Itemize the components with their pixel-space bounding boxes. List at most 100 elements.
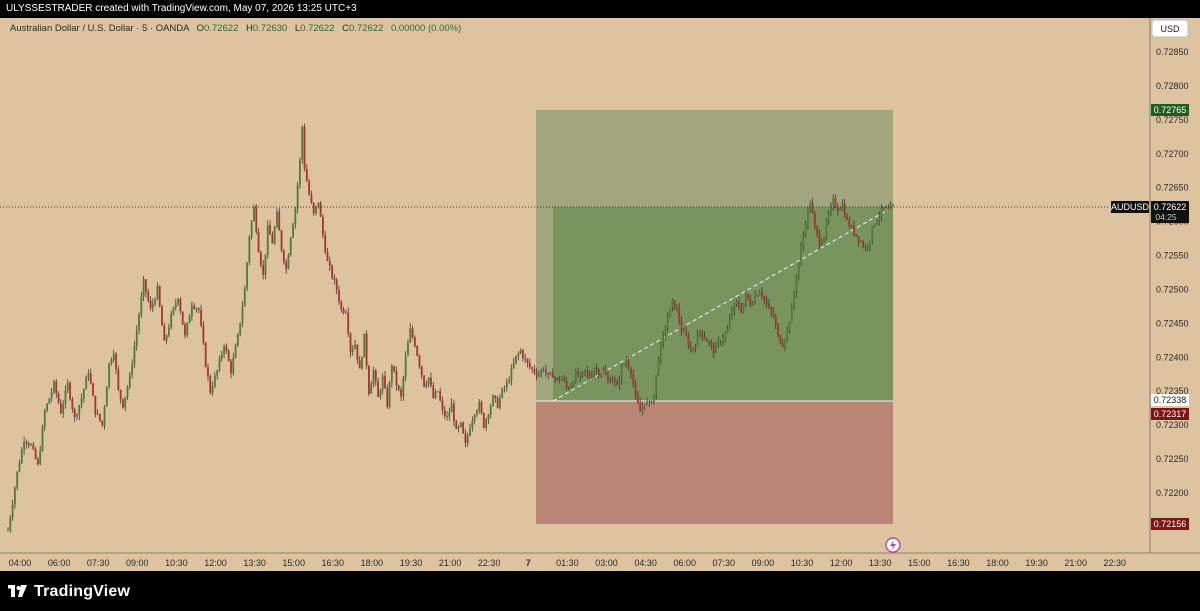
candle-body-376 bbox=[871, 226, 874, 242]
candle-body-47 bbox=[115, 353, 117, 370]
currency-button[interactable] bbox=[1151, 19, 1189, 38]
time-tick-0: 04:00 bbox=[9, 558, 32, 568]
candle-body-29 bbox=[73, 408, 76, 417]
candle-body-63 bbox=[151, 303, 154, 309]
candle-body-253 bbox=[588, 373, 591, 379]
candle-body-237 bbox=[551, 372, 554, 378]
candle-body-2 bbox=[11, 504, 14, 518]
candle-body-8 bbox=[25, 441, 28, 444]
candle-body-238 bbox=[554, 377, 556, 379]
candle-body-215 bbox=[501, 388, 504, 398]
candle-body-311 bbox=[721, 338, 724, 343]
candle-body-196 bbox=[457, 426, 460, 429]
time-axis-ticks: 04:00 06:00 07:30 09:00 10:30 12:00 13:30 15:00… bbox=[9, 558, 1126, 568]
candle-body-68 bbox=[163, 325, 166, 341]
candle-body-268 bbox=[623, 364, 625, 366]
candle-body-41 bbox=[101, 420, 104, 426]
candle-body-374 bbox=[866, 246, 869, 248]
candle-body-262 bbox=[609, 380, 612, 383]
price-tick-3: 0.72700 bbox=[1156, 149, 1189, 159]
candle-body-152 bbox=[356, 344, 359, 360]
candle-body-46 bbox=[112, 353, 115, 360]
candle-body-174 bbox=[407, 342, 409, 356]
candle-body-321 bbox=[744, 294, 747, 304]
candle-body-269 bbox=[625, 361, 628, 365]
price-tick-1: 0.72800 bbox=[1156, 81, 1189, 91]
time-tick-21: 12:00 bbox=[830, 558, 853, 568]
candle-body-205 bbox=[478, 402, 481, 411]
candle-body-342 bbox=[793, 292, 796, 307]
candle-body-52 bbox=[126, 387, 129, 398]
candle-body-231 bbox=[538, 374, 540, 376]
candle-body-31 bbox=[78, 405, 81, 415]
candle-body-283 bbox=[657, 360, 660, 375]
candle-body-293 bbox=[680, 321, 683, 332]
candle-body-27 bbox=[69, 382, 71, 399]
footer-bar: TradingView bbox=[0, 571, 1200, 611]
candle-body-72 bbox=[172, 307, 175, 314]
candle-body-172 bbox=[402, 377, 405, 397]
candle-body-171 bbox=[400, 389, 402, 397]
target-price-badge bbox=[1151, 104, 1189, 116]
price-tick-8: 0.72450 bbox=[1156, 318, 1189, 328]
tradingview-logo[interactable]: TradingView bbox=[8, 582, 130, 602]
candle-body-328 bbox=[761, 291, 763, 297]
candle-body-84 bbox=[200, 309, 202, 326]
candle-body-17 bbox=[46, 403, 48, 411]
candle-body-302 bbox=[701, 330, 704, 337]
candle-body-180 bbox=[420, 366, 423, 376]
candle-body-366 bbox=[848, 219, 851, 227]
candle-body-157 bbox=[367, 365, 370, 394]
price-tick-13: 0.72200 bbox=[1156, 488, 1189, 498]
candle-body-56 bbox=[135, 330, 138, 347]
candle-body-259 bbox=[602, 369, 605, 374]
candle-body-112 bbox=[264, 254, 267, 275]
entry-price-badge bbox=[1151, 394, 1189, 406]
candle-body-90 bbox=[213, 375, 216, 387]
price-tick-12: 0.72250 bbox=[1156, 454, 1189, 464]
candle-body-305 bbox=[708, 341, 711, 343]
candle-body-367 bbox=[850, 225, 853, 227]
candle-body-318 bbox=[738, 301, 740, 308]
candle-body-281 bbox=[653, 394, 655, 403]
candle-body-257 bbox=[597, 369, 600, 376]
candle-body-291 bbox=[676, 307, 678, 310]
tradingview-logo-icon bbox=[8, 585, 27, 597]
candle-body-166 bbox=[388, 382, 391, 408]
candle-body-79 bbox=[188, 316, 191, 323]
candle-body-40 bbox=[99, 413, 101, 421]
candle-body-340 bbox=[788, 322, 791, 330]
time-tick-12: 22:30 bbox=[478, 558, 501, 568]
candle-body-212 bbox=[494, 395, 497, 399]
candle-body-197 bbox=[459, 422, 462, 427]
candle-body-282 bbox=[655, 374, 658, 395]
candle-body-353 bbox=[818, 233, 821, 246]
legend-l: 0.72622 bbox=[300, 23, 334, 34]
candle-body-43 bbox=[105, 386, 108, 407]
candle-body-324 bbox=[751, 302, 754, 306]
candle-body-383 bbox=[887, 207, 890, 210]
candle-body-326 bbox=[756, 295, 759, 297]
lightning-icon[interactable] bbox=[885, 537, 901, 553]
currency-button-label: USD bbox=[1160, 24, 1180, 34]
candle-body-341 bbox=[790, 306, 793, 323]
candle-body-177 bbox=[413, 337, 416, 347]
price-tick-0: 0.72850 bbox=[1156, 47, 1189, 57]
candle-body-279 bbox=[648, 401, 651, 403]
legend-h: 0.72630 bbox=[253, 23, 287, 34]
candle-body-249 bbox=[579, 374, 582, 377]
candle-body-327 bbox=[758, 291, 761, 296]
price-axis-ticks: 0.72850 0.72800 0.72750 0.72700 0.72650 0.726… bbox=[1156, 47, 1189, 498]
chart-canvas[interactable]: Australian Dollar / U.S. Dollar · 5 · OA… bbox=[0, 18, 1200, 571]
candle-body-76 bbox=[181, 311, 184, 325]
candle-body-275 bbox=[639, 402, 642, 412]
candle-body-144 bbox=[338, 290, 340, 302]
candle-body-147 bbox=[345, 312, 347, 314]
candle-body-169 bbox=[395, 371, 398, 386]
candle-body-92 bbox=[218, 358, 221, 371]
candle-body-217 bbox=[505, 382, 508, 388]
time-axis[interactable] bbox=[0, 554, 1200, 571]
position-loss-zone[interactable] bbox=[536, 401, 893, 524]
candle-body-154 bbox=[361, 357, 363, 369]
candle-body-14 bbox=[39, 450, 42, 465]
